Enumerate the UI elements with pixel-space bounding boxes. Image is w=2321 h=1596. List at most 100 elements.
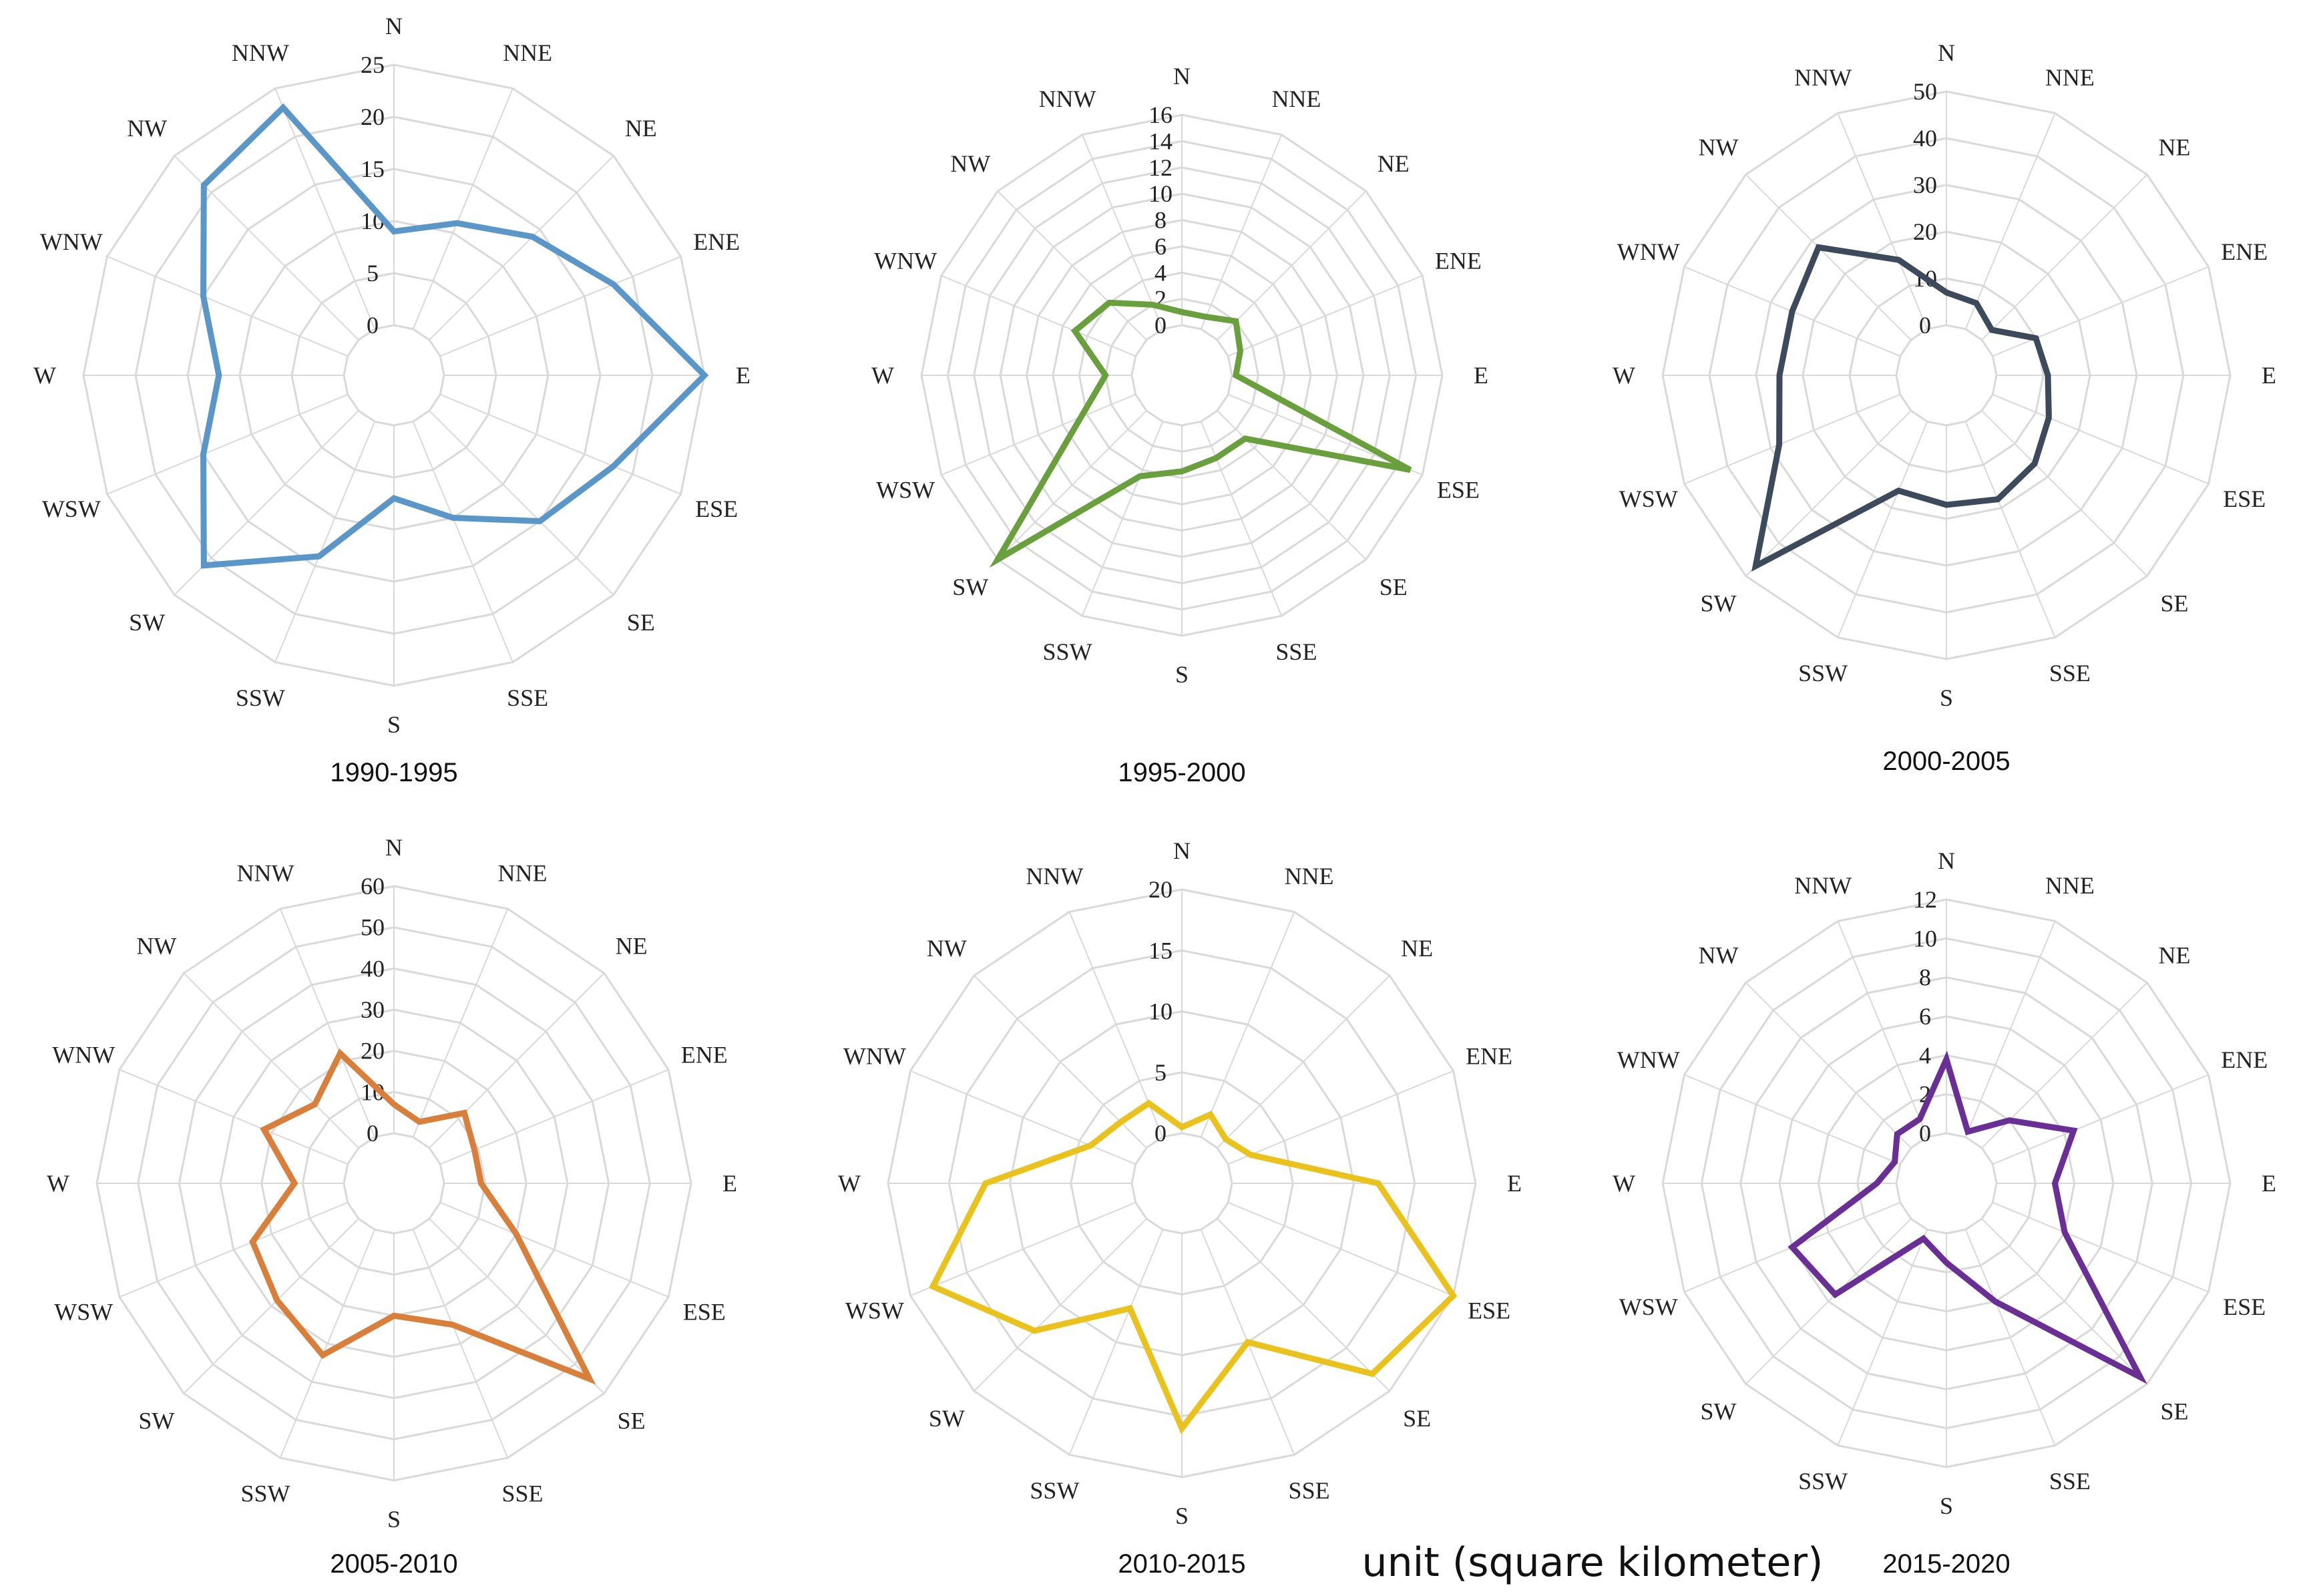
spoke-wsw <box>1683 393 1901 485</box>
direction-label-ese: ESE <box>1468 1298 1510 1324</box>
spoke-ene <box>1992 1074 2209 1165</box>
series-line-6 <box>1787 1050 2147 1384</box>
spoke-se <box>429 1218 605 1394</box>
direction-label-wsw: WSW <box>42 495 101 522</box>
grid-ring-0 <box>1895 324 1998 427</box>
spoke-sse <box>412 1229 509 1458</box>
spoke-ene <box>1227 274 1423 357</box>
unit-label: unit (square kilometer) <box>1362 1539 1824 1586</box>
direction-label-nnw: NNW <box>1794 64 1852 91</box>
spoke-nw <box>997 190 1147 341</box>
direction-label-ssw: SSW <box>240 1480 290 1507</box>
direction-label-e: E <box>2262 362 2276 389</box>
series-line-1 <box>200 103 709 569</box>
spoke-ene <box>439 256 681 357</box>
direction-label-se: SE <box>2161 1398 2189 1425</box>
tick-label: 12 <box>1148 154 1173 181</box>
direction-label-sw: SW <box>952 574 988 600</box>
tick-label: 15 <box>1148 937 1173 964</box>
spoke-wsw <box>910 1201 1136 1297</box>
direction-label-se: SE <box>627 609 655 636</box>
direction-label-nne: NNE <box>497 859 547 886</box>
tick-label: 16 <box>1148 102 1173 128</box>
direction-label-sw: SW <box>1700 1398 1736 1425</box>
spoke-nne <box>412 88 513 330</box>
spoke-nnw <box>274 88 376 330</box>
tick-label: 0 <box>1919 312 1931 339</box>
grid-ring-0 <box>1130 324 1233 427</box>
spoke-sw <box>1745 1218 1912 1385</box>
direction-label-s: S <box>1175 661 1189 688</box>
direction-label-sw: SW <box>1700 590 1736 617</box>
direction-label-ese: ESE <box>2223 485 2266 512</box>
direction-label-nne: NNE <box>1285 863 1334 889</box>
tick-label: 60 <box>361 873 385 900</box>
spoke-sse <box>412 421 513 662</box>
spoke-nne <box>1200 912 1295 1138</box>
spoke-se <box>1217 410 1367 560</box>
spoke-sw <box>183 1218 359 1394</box>
tick-label: 6 <box>1919 1003 1931 1030</box>
direction-label-e: E <box>1507 1170 1522 1197</box>
direction-label-se: SE <box>618 1408 646 1434</box>
direction-label-ene: ENE <box>693 228 740 255</box>
direction-label-ene: ENE <box>681 1042 728 1068</box>
tick-label: 4 <box>1154 259 1167 286</box>
spoke-ne <box>429 972 605 1149</box>
spoke-se <box>1981 410 2148 577</box>
tick-label: 5 <box>1154 1059 1167 1086</box>
direction-label-ese: ESE <box>683 1298 726 1325</box>
spoke-wnw <box>119 1068 349 1165</box>
tick-label: 0 <box>367 1120 379 1147</box>
spoke-sse <box>1200 421 1283 616</box>
direction-label-ene: ENE <box>1435 248 1482 274</box>
tick-label: 40 <box>1913 125 1937 152</box>
direction-label-sse: SSE <box>2049 1468 2091 1494</box>
spoke-nnw <box>1081 134 1164 330</box>
direction-label-n: N <box>1173 63 1191 89</box>
direction-label-wnw: WNW <box>1617 1046 1680 1073</box>
direction-label-ssw: SSW <box>1043 638 1092 665</box>
tick-label: 30 <box>361 996 385 1023</box>
direction-label-wnw: WNW <box>52 1042 115 1068</box>
spoke-se <box>429 410 614 596</box>
direction-label-n: N <box>1938 39 1955 66</box>
radar-chart-3: NNNENEENEEESESESSESSSWSWWSWWWNWNWNNW0102… <box>1613 39 2276 776</box>
direction-label-nw: NW <box>136 932 176 959</box>
tick-label: 20 <box>361 1038 385 1064</box>
spoke-ene <box>439 1068 669 1165</box>
tick-label: 30 <box>1913 172 1937 198</box>
spoke-ese <box>439 393 681 495</box>
tick-label: 4 <box>1919 1042 1931 1068</box>
tick-label: 12 <box>1913 886 1937 913</box>
spoke-nw <box>1745 174 1912 341</box>
spoke-ene <box>1227 1070 1454 1165</box>
spoke-ese <box>439 1201 669 1298</box>
direction-label-ssw: SSW <box>1798 660 1848 686</box>
spoke-ssw <box>1081 421 1164 616</box>
radar-chart-1: NNNENEENEEESESESSESSSWSWWSWWWNWNWNNW0510… <box>33 13 751 787</box>
spoke-nne <box>1964 112 2056 330</box>
spoke-nnw <box>279 908 376 1138</box>
direction-label-ene: ENE <box>2221 1046 2268 1073</box>
direction-label-nnw: NNW <box>232 39 289 66</box>
direction-label-w: W <box>838 1170 861 1197</box>
direction-label-n: N <box>385 13 403 39</box>
direction-label-sse: SSE <box>501 1480 543 1507</box>
period-label: 2000-2005 <box>1882 747 2010 776</box>
direction-label-nne: NNE <box>2045 872 2095 899</box>
radar-chart-2: NNNENEENEEESESESSESSSWSWWSWWWNWNWNNW0246… <box>871 63 1488 787</box>
direction-label-sw: SW <box>929 1405 965 1432</box>
series-line-5 <box>929 1099 1458 1434</box>
direction-label-nw: NW <box>950 150 990 177</box>
radar-chart-5: N NNE NE ENE E ESE SE SSE S SSW SW WSW W WNW NW NNW 0 5 10… <box>838 837 1522 1579</box>
spoke-sw <box>997 410 1147 560</box>
direction-label-e: E <box>736 362 751 389</box>
tick-label: 6 <box>1154 233 1167 260</box>
direction-label-sw: SW <box>138 1408 174 1434</box>
direction-label-n: N <box>385 834 403 861</box>
direction-label-e: E <box>2262 1170 2276 1197</box>
direction-label-sse: SSE <box>1289 1477 1330 1504</box>
spoke-nnw <box>1068 912 1164 1138</box>
period-label: 2010-2015 <box>1118 1549 1245 1579</box>
